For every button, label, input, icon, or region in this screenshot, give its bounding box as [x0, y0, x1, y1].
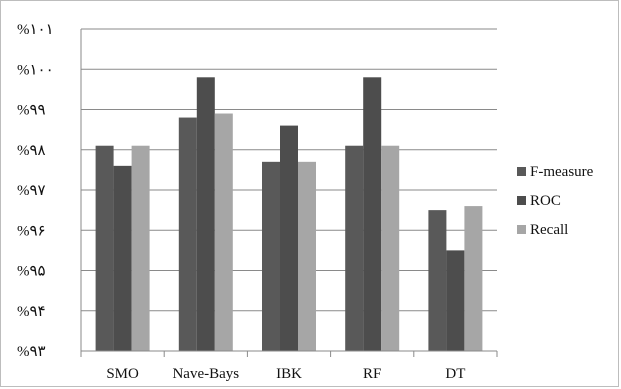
x-axis: SMO Nave-Bays IBK RF DT: [80, 350, 498, 382]
y-axis: %۹۳ %۹۴ %۹۵ %۹۶ %۹۷ %۹۸ %۹۹ %۱۰۰ %۱۰۱: [17, 22, 82, 360]
bar-f-measure-smo: [95, 145, 114, 351]
legend-swatch: [517, 167, 526, 176]
y-tick-label: %۹۴: [17, 304, 46, 320]
y-tick-label: %۹۵: [17, 264, 46, 280]
y-tick-label: %۹۹: [17, 103, 46, 119]
bar-recall-dt: [464, 206, 483, 351]
y-tick-label: %۹۸: [17, 143, 46, 159]
x-category-label: IBK: [276, 366, 302, 382]
legend-swatch: [517, 196, 526, 205]
y-tick-label: %۱۰۱: [17, 22, 54, 38]
legend-label: Recall: [530, 222, 568, 238]
bar-recall-rf: [381, 145, 400, 351]
bar-f-measure-dt: [428, 210, 447, 351]
legend-label: ROC: [530, 193, 561, 209]
legend: F-measure ROC Recall: [517, 164, 594, 238]
y-tick-label: %۹۷: [17, 183, 46, 199]
x-category-label: DT: [445, 366, 465, 382]
x-category-label: SMO: [106, 366, 139, 382]
legend-label: F-measure: [530, 164, 594, 180]
y-tick-label: %۹۳: [17, 344, 46, 360]
bar-recall-nave-bays: [214, 113, 233, 352]
bars: [95, 77, 483, 352]
x-category-label: Nave-Bays: [172, 366, 239, 382]
legend-swatch: [517, 225, 526, 234]
bar-f-measure-ibk: [262, 161, 280, 351]
bar-roc-smo: [113, 165, 132, 351]
bar-roc-nave-bays: [196, 77, 215, 352]
y-tick-label: %۹۶: [17, 223, 46, 239]
bar-f-measure-rf: [345, 145, 364, 351]
bar-roc-ibk: [280, 125, 298, 351]
x-category-label: RF: [363, 366, 381, 382]
bar-recall-ibk: [298, 161, 316, 351]
bar-roc-dt: [446, 250, 465, 351]
bar-roc-rf: [363, 77, 382, 352]
y-tick-label: %۱۰۰: [17, 62, 54, 78]
bar-recall-smo: [131, 145, 150, 351]
bar-f-measure-nave-bays: [178, 117, 197, 351]
